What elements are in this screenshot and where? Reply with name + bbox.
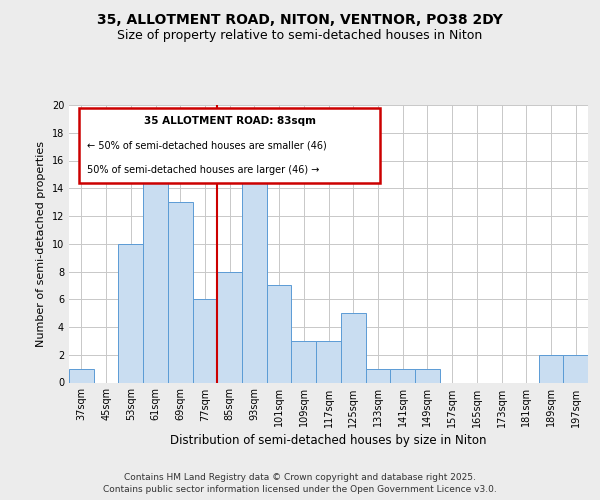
Bar — [341, 313, 365, 382]
Y-axis label: Number of semi-detached properties: Number of semi-detached properties — [36, 141, 46, 347]
Bar — [168, 202, 193, 382]
Text: Contains HM Land Registry data © Crown copyright and database right 2025.
Contai: Contains HM Land Registry data © Crown c… — [103, 472, 497, 494]
Bar — [267, 286, 292, 382]
Bar — [390, 368, 415, 382]
Bar — [415, 368, 440, 382]
Bar — [217, 272, 242, 382]
Text: Size of property relative to semi-detached houses in Niton: Size of property relative to semi-detach… — [118, 29, 482, 42]
Text: ← 50% of semi-detached houses are smaller (46): ← 50% of semi-detached houses are smalle… — [87, 140, 327, 150]
X-axis label: Distribution of semi-detached houses by size in Niton: Distribution of semi-detached houses by … — [170, 434, 487, 446]
Bar — [316, 341, 341, 382]
Text: 35, ALLOTMENT ROAD, NITON, VENTNOR, PO38 2DY: 35, ALLOTMENT ROAD, NITON, VENTNOR, PO38… — [97, 12, 503, 26]
Bar — [118, 244, 143, 382]
Text: 50% of semi-detached houses are larger (46) →: 50% of semi-detached houses are larger (… — [87, 165, 320, 175]
Bar — [193, 299, 217, 382]
Bar — [365, 368, 390, 382]
Bar — [143, 160, 168, 382]
Bar — [242, 174, 267, 382]
Bar — [563, 355, 588, 382]
Text: 35 ALLOTMENT ROAD: 83sqm: 35 ALLOTMENT ROAD: 83sqm — [144, 116, 316, 126]
Bar — [539, 355, 563, 382]
Bar — [69, 368, 94, 382]
FancyBboxPatch shape — [79, 108, 380, 182]
Bar — [292, 341, 316, 382]
